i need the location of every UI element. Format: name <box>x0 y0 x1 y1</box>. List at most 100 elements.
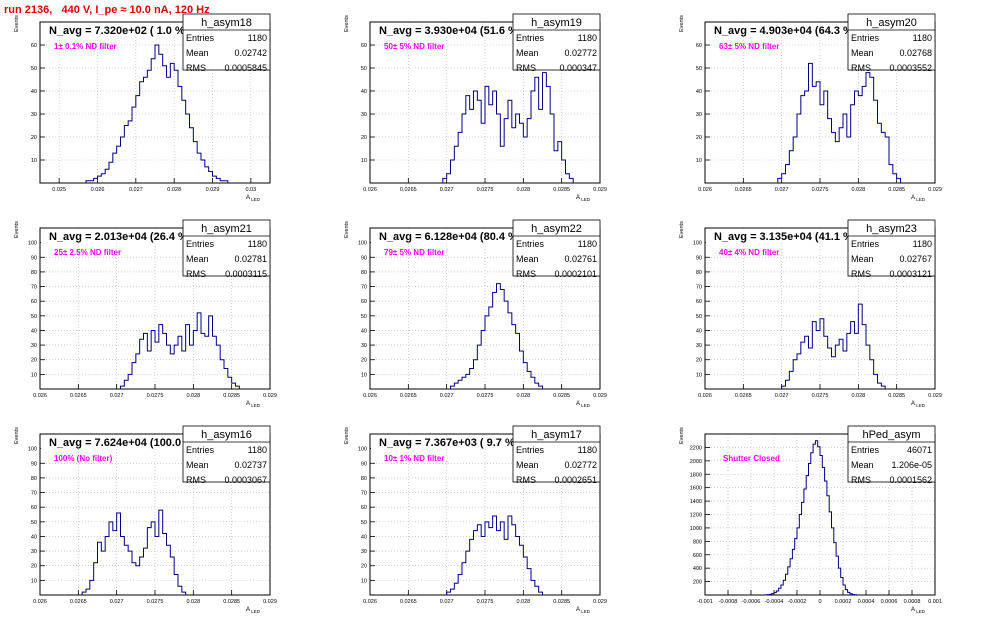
stats-box: h_asym17 Entries 1180 Mean 0.02772 RMS 0.00026… <box>512 425 601 485</box>
navg-label: N_avg = 3.135e+04 (41.1 %) <box>714 231 857 243</box>
filter-label: 79± 5% ND filter <box>384 248 444 257</box>
y-tick-label: 40 <box>696 328 702 334</box>
histogram-bin <box>151 330 155 389</box>
histogram-outline <box>777 62 901 183</box>
histogram-outline <box>450 283 543 389</box>
y-tick-label: 100 <box>358 447 367 453</box>
histogram-bin <box>190 345 194 389</box>
y-tick-label: 40 <box>31 328 37 334</box>
histogram-panel-h_asym16: 0.026 0.0265 0.027 0.0275 0.028 0.0285 0.029 10… <box>14 425 277 614</box>
y-tick-label: 20 <box>361 135 367 141</box>
histogram-bin <box>213 336 217 389</box>
histogram-bin <box>197 153 201 183</box>
y-axis-label: Events <box>14 15 20 32</box>
histogram-bin <box>811 453 813 595</box>
histogram-bin <box>117 513 121 595</box>
histogram-bin <box>98 542 102 595</box>
histogram-bin <box>224 369 228 389</box>
stat-value: 1180 <box>578 33 597 43</box>
histogram-bin <box>493 91 497 183</box>
x-tick-label: 0.026 <box>363 599 377 605</box>
histogram-bin <box>527 371 531 389</box>
x-tick-label: 0.027 <box>775 187 789 193</box>
y-tick-label: 20 <box>696 135 702 141</box>
histogram-bin <box>155 536 159 595</box>
histogram-bin <box>802 502 804 595</box>
histogram-bin <box>474 531 478 595</box>
y-tick-label: 1600 <box>690 486 702 492</box>
x-tick-label: 0.0285 <box>223 393 240 399</box>
stat-label: Mean <box>851 48 874 58</box>
histogram-bin <box>878 383 882 389</box>
histogram-bin <box>121 137 125 183</box>
navg-label: N_avg = 3.930e+04 (51.6 %) <box>379 25 522 37</box>
histogram-bin <box>832 357 836 389</box>
histogram-bin <box>523 363 527 389</box>
histogram-bin <box>818 447 820 595</box>
histogram-bin <box>539 109 543 183</box>
histogram-panel-h_asym21: 0.026 0.0265 0.027 0.0275 0.028 0.0285 0.029 10… <box>14 219 277 408</box>
histogram-bin <box>117 146 121 183</box>
histogram-bin <box>812 86 816 183</box>
stat-value: 0.02761 <box>564 254 597 264</box>
histogram-bin <box>216 178 220 183</box>
filter-label: 100% (No filter) <box>54 454 113 463</box>
y-tick-label: 800 <box>693 539 702 545</box>
histogram-bin <box>485 316 489 389</box>
navg-box <box>371 23 551 37</box>
stat-value: 0.02768 <box>899 48 932 58</box>
histogram-bin <box>155 342 159 389</box>
histogram-bin <box>140 339 144 389</box>
histogram-bin <box>136 566 140 595</box>
histogram-bin <box>178 336 182 389</box>
filter-label: 1± 0.1% ND filter <box>54 42 117 51</box>
x-tick-label: 0.028 <box>167 187 181 193</box>
histogram-bin <box>813 444 815 595</box>
histogram-bin <box>474 360 478 389</box>
histogram-bin <box>520 123 524 183</box>
histogram-bin <box>462 563 466 595</box>
histogram-bin <box>454 583 458 595</box>
stat-value: 1180 <box>578 445 597 455</box>
stat-value: 0.0003115 <box>225 269 267 279</box>
histogram-bin <box>216 345 220 389</box>
stat-value: 1180 <box>913 33 932 43</box>
x-tick-label: -0.0006 <box>742 599 761 605</box>
x-tick-label: 0.029 <box>593 599 607 605</box>
x-tick-label: 0.0265 <box>400 599 417 605</box>
x-tick-label: 0.029 <box>593 187 607 193</box>
stats-box: h_asym23 Entries 1180 Mean 0.02767 RMS 0.00031… <box>847 219 936 279</box>
histogram-bin <box>504 119 508 183</box>
histogram-bin <box>546 86 550 183</box>
histogram-bin <box>870 77 874 183</box>
stats-box: hPed_asym Entries 46071 Mean 1.206e-05 RMS 0.0… <box>847 425 936 485</box>
histogram-bin <box>851 322 855 389</box>
y-tick-label: 40 <box>361 328 367 334</box>
histogram-bin <box>186 325 190 389</box>
histogram-bin <box>569 178 573 183</box>
x-tick-label: 0.028 <box>186 393 200 399</box>
stat-label: Entries <box>186 33 215 43</box>
histogram-bin <box>485 522 489 595</box>
x-tick-label: 0.026 <box>33 599 47 605</box>
histogram-bin <box>190 128 194 183</box>
y-tick-label: 90 <box>696 255 702 261</box>
y-tick-label: 60 <box>361 505 367 511</box>
x-tick-label: 0.028 <box>851 393 865 399</box>
histogram-bin <box>144 548 148 595</box>
stat-value: 1180 <box>913 239 932 249</box>
x-tick-label: 0.0285 <box>553 187 570 193</box>
stat-value: 1180 <box>248 239 267 249</box>
histogram-bin <box>508 100 512 183</box>
histogram-bin <box>786 380 790 389</box>
y-tick-label: 600 <box>693 553 702 559</box>
x-tick-label: -0.0008 <box>719 599 738 605</box>
x-tick-label: 0.029 <box>206 187 220 193</box>
histogram-bin <box>516 114 520 183</box>
histogram-bin <box>178 586 182 595</box>
histogram-bin <box>128 374 132 389</box>
stat-value: 0.0002651 <box>554 475 597 485</box>
histogram-bin <box>124 380 128 389</box>
histogram-bin <box>874 374 878 389</box>
